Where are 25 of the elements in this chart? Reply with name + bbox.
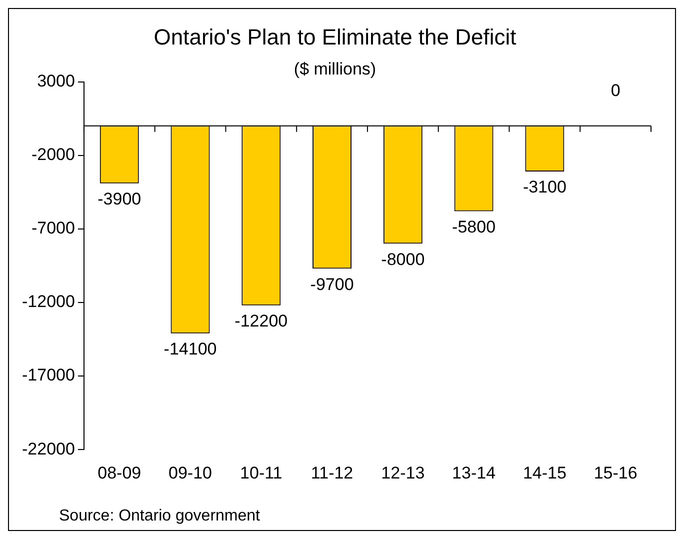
data-label: -8000 <box>381 250 425 269</box>
data-label: -3100 <box>522 178 566 197</box>
y-tick-label: -22000 <box>22 439 75 458</box>
y-tick-label: -2000 <box>31 145 75 164</box>
x-tick-label: 10-11 <box>240 463 282 482</box>
x-tick-label: 15-16 <box>594 463 638 482</box>
y-tick-label: -7000 <box>31 218 75 238</box>
x-tick-label: 09-10 <box>168 463 212 482</box>
data-label: -9700 <box>310 274 354 294</box>
data-label: -14100 <box>164 340 217 359</box>
x-tick-label: 11-12 <box>310 463 354 482</box>
y-tick-label: -17000 <box>22 366 75 385</box>
chart-subtitle: ($ millions) <box>294 59 376 78</box>
x-tick-label: 14-15 <box>522 463 566 482</box>
x-tick-label: 13-14 <box>452 463 496 482</box>
x-tick-label: 12-13 <box>381 463 425 482</box>
chart-title: Ontario's Plan to Eliminate the Deficit <box>154 24 516 50</box>
y-tick-label: -12000 <box>22 292 75 312</box>
data-label: 0 <box>610 80 620 100</box>
y-tick-label: 3000 <box>37 71 75 90</box>
data-label: -5800 <box>452 217 496 236</box>
source-note: Source: Ontario government <box>59 507 261 524</box>
x-tick-label: 08-09 <box>98 463 142 482</box>
data-label: -12200 <box>234 312 288 331</box>
data-label: -3900 <box>98 190 142 208</box>
